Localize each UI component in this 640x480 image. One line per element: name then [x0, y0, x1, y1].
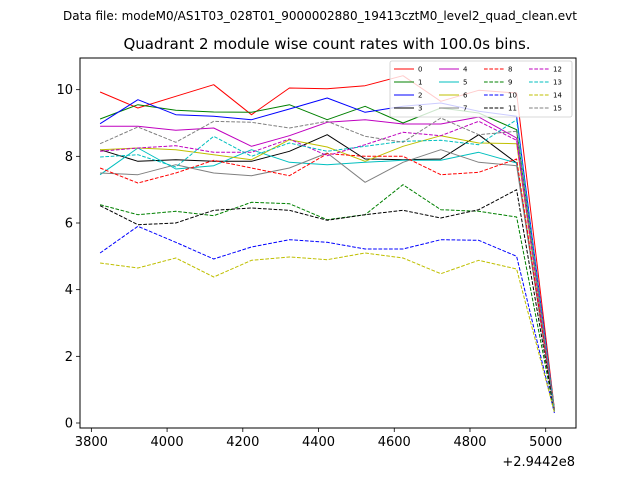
legend-label-3: 3 — [418, 105, 422, 113]
x-tick-label-3: 4400 — [302, 435, 335, 450]
series-line-10 — [99, 225, 555, 414]
y-tick-label-1: 2 — [65, 350, 73, 365]
series-line-5 — [99, 147, 555, 411]
legend-label-15: 15 — [553, 105, 562, 113]
x-tick-label-2: 4200 — [226, 435, 259, 450]
legend-label-10: 10 — [508, 92, 517, 100]
x-tick-label-1: 4000 — [151, 435, 184, 450]
legend-label-8: 8 — [508, 66, 512, 74]
x-tick-label-6: 5000 — [529, 435, 562, 450]
series-line-13 — [100, 119, 555, 412]
series-lines — [99, 75, 555, 414]
legend-label-5: 5 — [463, 79, 467, 87]
legend-label-9: 9 — [508, 79, 512, 87]
series-line-14 — [100, 252, 555, 413]
y-tick-label-3: 6 — [65, 217, 73, 232]
y-tick-label-5: 10 — [56, 83, 73, 98]
series-line-6 — [100, 135, 555, 410]
chart-title: Quadrant 2 module wise count rates with … — [123, 35, 530, 53]
legend-label-13: 13 — [553, 79, 562, 87]
legend-box — [389, 60, 573, 118]
axis-ticks: 3800 4000 4200 4400 4600 4800 5000 0 2 4 6 8 10 — [56, 83, 562, 450]
legend-label-0: 0 — [418, 66, 422, 74]
y-tick-label-2: 4 — [65, 283, 73, 298]
x-tick-label-0: 3800 — [75, 435, 108, 450]
legend-label-12: 12 — [553, 66, 562, 74]
legend-label-2: 2 — [418, 92, 422, 100]
legend-label-14: 14 — [553, 92, 562, 100]
x-offset-text: +2.9442e8 — [502, 455, 575, 470]
x-tick-label-5: 4800 — [453, 435, 486, 450]
series-line-7 — [100, 149, 555, 412]
legend-label-11: 11 — [508, 105, 517, 113]
y-tick-label-0: 0 — [65, 417, 73, 432]
series-line-8 — [99, 153, 555, 412]
figure-suptitle: Data file: modeM0/AS1T03_028T01_90000028… — [63, 9, 577, 23]
x-tick-label-4: 4600 — [378, 435, 411, 450]
legend-label-4: 4 — [463, 66, 468, 74]
series-line-12 — [100, 120, 555, 412]
series-line-11 — [99, 189, 555, 412]
axes-frame — [79, 57, 577, 429]
series-line-9 — [99, 184, 555, 413]
legend-label-7: 7 — [463, 105, 467, 113]
series-line-15 — [99, 117, 555, 411]
y-tick-label-4: 8 — [65, 150, 73, 165]
legend-label-6: 6 — [463, 92, 468, 100]
legend-label-1: 1 — [418, 79, 422, 87]
